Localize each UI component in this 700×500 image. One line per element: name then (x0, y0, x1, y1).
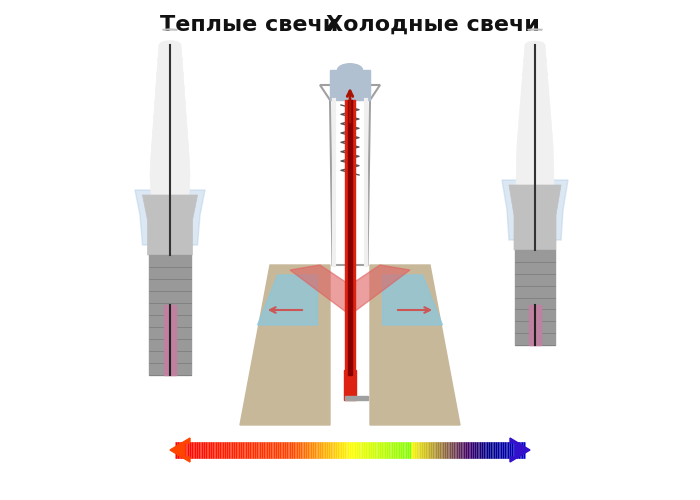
Polygon shape (502, 180, 568, 240)
Polygon shape (516, 45, 554, 185)
Bar (344, 370, 356, 400)
Polygon shape (135, 190, 205, 245)
Polygon shape (143, 195, 197, 255)
Ellipse shape (522, 71, 548, 79)
Ellipse shape (337, 64, 363, 76)
Polygon shape (290, 265, 410, 315)
Bar (529, 305, 541, 345)
Bar (345, 396, 368, 400)
Bar (348, 100, 352, 375)
Ellipse shape (159, 40, 181, 50)
Bar (164, 305, 176, 375)
Ellipse shape (157, 69, 183, 78)
Ellipse shape (153, 112, 186, 121)
Ellipse shape (155, 84, 185, 92)
Text: Холодные свечи: Холодные свечи (326, 15, 540, 35)
Polygon shape (370, 265, 460, 425)
Ellipse shape (153, 126, 188, 135)
Polygon shape (509, 185, 561, 250)
Ellipse shape (525, 41, 545, 49)
Ellipse shape (155, 98, 186, 106)
FancyArrow shape (528, 29, 542, 30)
Text: Теплые свечи: Теплые свечи (160, 15, 338, 35)
Ellipse shape (518, 131, 552, 139)
Bar (345, 100, 355, 375)
Ellipse shape (158, 55, 183, 64)
Polygon shape (382, 275, 442, 325)
Bar (515, 250, 555, 345)
Ellipse shape (524, 56, 547, 64)
Polygon shape (258, 275, 318, 325)
FancyArrow shape (510, 438, 530, 462)
FancyArrow shape (163, 29, 177, 30)
Ellipse shape (519, 116, 551, 124)
FancyArrow shape (170, 438, 190, 462)
Polygon shape (240, 265, 330, 425)
Ellipse shape (520, 101, 550, 109)
Bar (330, 70, 370, 100)
Bar (149, 255, 191, 375)
Polygon shape (150, 45, 190, 195)
Ellipse shape (521, 86, 549, 94)
Ellipse shape (151, 140, 188, 149)
